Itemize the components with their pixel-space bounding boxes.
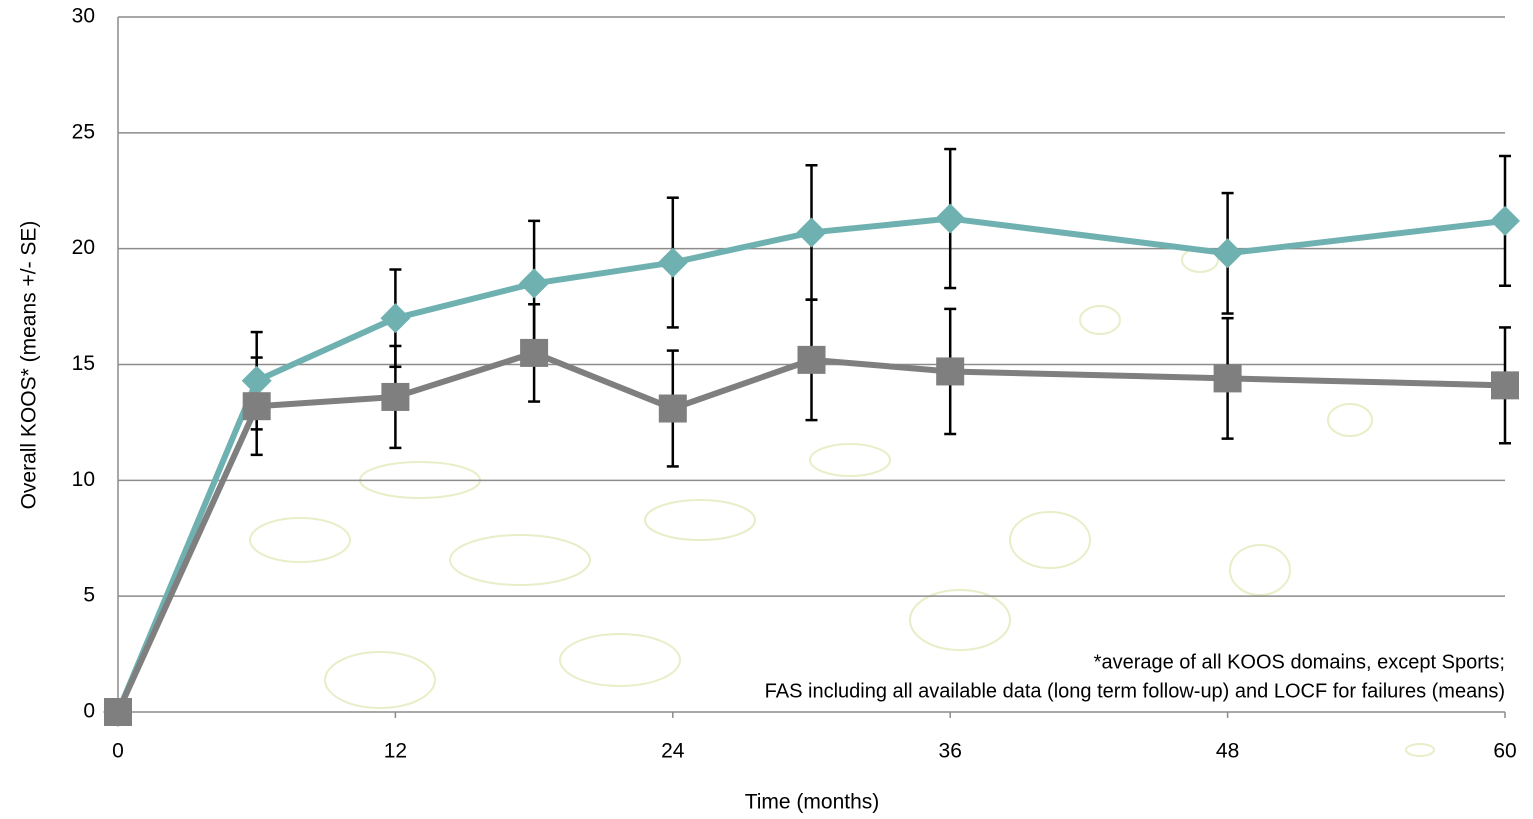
chart: Overall KOOS* (means +/- SE) Time (month… xyxy=(0,0,1533,819)
marker xyxy=(243,392,271,420)
y-tick-label: 30 xyxy=(72,5,95,28)
marker xyxy=(520,339,548,367)
marker xyxy=(658,248,688,278)
marker xyxy=(242,366,272,396)
x-axis-title: Time (months) xyxy=(745,791,880,814)
marker xyxy=(1214,364,1242,392)
x-tick-label: 24 xyxy=(661,740,685,763)
x-tick-label: 12 xyxy=(384,740,407,763)
annotation: FAS including all available data (long t… xyxy=(765,680,1505,702)
y-tick-label: 5 xyxy=(83,584,95,607)
y-tick-label: 10 xyxy=(72,468,95,491)
marker xyxy=(381,383,409,411)
y-tick-label: 20 xyxy=(72,236,95,259)
y-tick-label: 25 xyxy=(72,120,95,143)
marker xyxy=(104,698,132,726)
x-tick-label: 48 xyxy=(1216,740,1239,763)
x-tick-label: 60 xyxy=(1493,740,1516,763)
marker xyxy=(659,395,687,423)
y-tick-label: 0 xyxy=(83,700,95,723)
marker xyxy=(936,357,964,385)
annotation: *average of all KOOS domains, except Spo… xyxy=(1094,651,1505,673)
marker xyxy=(1491,371,1519,399)
marker xyxy=(519,268,549,298)
x-tick-label: 36 xyxy=(939,740,962,763)
marker xyxy=(380,303,410,333)
y-axis-title: Overall KOOS* (means +/- SE) xyxy=(18,221,41,510)
marker xyxy=(1490,206,1520,236)
x-tick-label: 0 xyxy=(112,740,124,763)
marker xyxy=(797,217,827,247)
y-tick-label: 15 xyxy=(72,352,95,375)
marker xyxy=(798,346,826,374)
marker xyxy=(935,204,965,234)
